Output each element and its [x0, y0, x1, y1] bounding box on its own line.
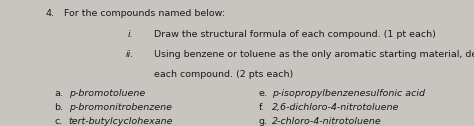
Text: p-isopropylbenzenesulfonic acid: p-isopropylbenzenesulfonic acid [272, 89, 425, 98]
Text: i.: i. [128, 30, 134, 39]
Text: b.: b. [55, 103, 64, 112]
Text: each compound. (2 pts each): each compound. (2 pts each) [154, 70, 293, 79]
Text: f.: f. [258, 103, 264, 112]
Text: c.: c. [55, 117, 63, 125]
Text: tert-butylcyclohexane: tert-butylcyclohexane [69, 117, 173, 125]
Text: ii.: ii. [126, 50, 134, 59]
Text: p-bromonitrobenzene: p-bromonitrobenzene [69, 103, 172, 112]
Text: e.: e. [258, 89, 267, 98]
Text: g.: g. [258, 117, 267, 125]
Text: Draw the structural formula of each compound. (1 pt each): Draw the structural formula of each comp… [154, 30, 436, 39]
Text: Using benzene or toluene as the only aromatic starting material, devise a synthe: Using benzene or toluene as the only aro… [154, 50, 474, 59]
Text: For the compounds named below:: For the compounds named below: [64, 9, 225, 18]
Text: 2,6-dichloro-4-nitrotoluene: 2,6-dichloro-4-nitrotoluene [272, 103, 399, 112]
Text: p-bromotoluene: p-bromotoluene [69, 89, 145, 98]
Text: 2-chloro-4-nitrotoluene: 2-chloro-4-nitrotoluene [272, 117, 382, 125]
Text: a.: a. [55, 89, 64, 98]
Text: 4.: 4. [45, 9, 54, 18]
